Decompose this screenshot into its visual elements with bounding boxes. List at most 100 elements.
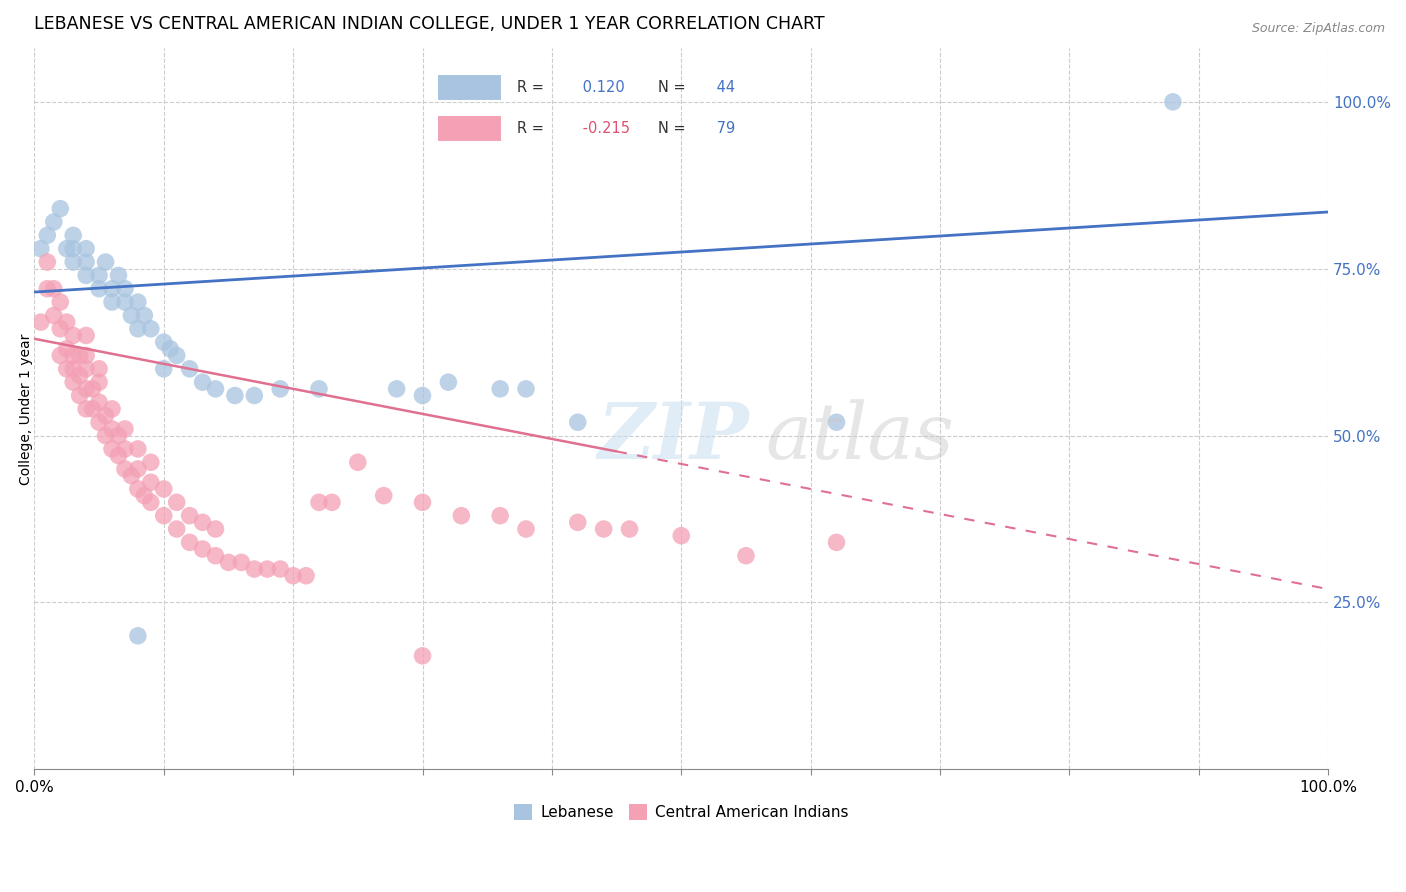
Point (619, 522, 641, 536)
Point (134, 309, 156, 323)
Point (735, 549, 758, 563)
Point (159, 342, 181, 356)
Point (1161, 95, 1184, 109)
Point (308, 495, 330, 509)
Point (62, 242, 84, 256)
Point (489, 382, 512, 396)
Point (204, 382, 226, 396)
Y-axis label: College, Under 1 year: College, Under 1 year (20, 334, 34, 484)
Point (75, 242, 97, 256)
Point (256, 562, 278, 576)
Point (30, 242, 52, 256)
Point (437, 375, 460, 389)
Point (101, 282, 124, 296)
Point (75, 268, 97, 283)
Text: Source: ZipAtlas.com: Source: ZipAtlas.com (1251, 22, 1385, 36)
Point (412, 388, 434, 402)
Point (191, 375, 214, 389)
Point (94, 255, 117, 269)
Text: atlas: atlas (765, 400, 955, 475)
Point (114, 462, 136, 476)
Point (75, 401, 97, 416)
Point (69, 388, 91, 402)
Point (114, 282, 136, 296)
Point (42, 282, 65, 296)
Point (269, 382, 291, 396)
Point (191, 542, 214, 557)
Point (30, 315, 52, 329)
Point (75, 328, 97, 343)
Point (321, 495, 343, 509)
Point (127, 295, 149, 310)
Point (107, 449, 129, 463)
Point (127, 442, 149, 456)
Point (62, 375, 84, 389)
Point (295, 568, 318, 582)
Point (152, 335, 174, 350)
Point (55, 242, 77, 256)
Point (101, 422, 124, 436)
Point (127, 322, 149, 336)
Point (231, 555, 253, 569)
Point (450, 508, 472, 523)
Point (152, 508, 174, 523)
Point (94, 428, 117, 442)
Point (49, 322, 72, 336)
Point (179, 535, 201, 549)
Point (127, 629, 149, 643)
Point (204, 522, 226, 536)
Point (346, 455, 368, 469)
Point (243, 388, 266, 402)
Point (42, 309, 65, 323)
Point (87, 395, 110, 409)
Point (120, 309, 142, 323)
Point (166, 349, 188, 363)
Point (101, 295, 124, 310)
Point (37, 255, 59, 269)
Point (101, 401, 124, 416)
Point (179, 361, 201, 376)
Point (825, 535, 848, 549)
Point (152, 361, 174, 376)
Point (120, 468, 142, 483)
Point (75, 382, 97, 396)
Point (825, 415, 848, 429)
Point (373, 489, 395, 503)
Point (166, 522, 188, 536)
Point (134, 489, 156, 503)
Text: LEBANESE VS CENTRAL AMERICAN INDIAN COLLEGE, UNDER 1 YEAR CORRELATION CHART: LEBANESE VS CENTRAL AMERICAN INDIAN COLL… (34, 15, 825, 33)
Point (179, 508, 201, 523)
Point (489, 508, 512, 523)
Legend: Lebanese, Central American Indians: Lebanese, Central American Indians (508, 798, 855, 827)
Point (42, 215, 65, 229)
Point (385, 382, 408, 396)
Point (191, 516, 214, 530)
Point (87, 282, 110, 296)
Point (204, 549, 226, 563)
Point (62, 228, 84, 243)
Point (139, 322, 162, 336)
Point (37, 228, 59, 243)
Point (107, 268, 129, 283)
Point (75, 349, 97, 363)
Point (69, 368, 91, 383)
Point (62, 255, 84, 269)
Point (515, 522, 537, 536)
Text: ZIP: ZIP (598, 400, 749, 476)
Point (82, 382, 104, 396)
Point (55, 342, 77, 356)
Point (49, 202, 72, 216)
Point (114, 295, 136, 310)
Point (62, 349, 84, 363)
Point (139, 495, 162, 509)
Point (217, 555, 239, 569)
Point (82, 401, 104, 416)
Point (101, 442, 124, 456)
Point (127, 462, 149, 476)
Point (224, 388, 246, 402)
Point (55, 315, 77, 329)
Point (243, 562, 266, 576)
Point (49, 349, 72, 363)
Point (269, 562, 291, 576)
Point (107, 428, 129, 442)
